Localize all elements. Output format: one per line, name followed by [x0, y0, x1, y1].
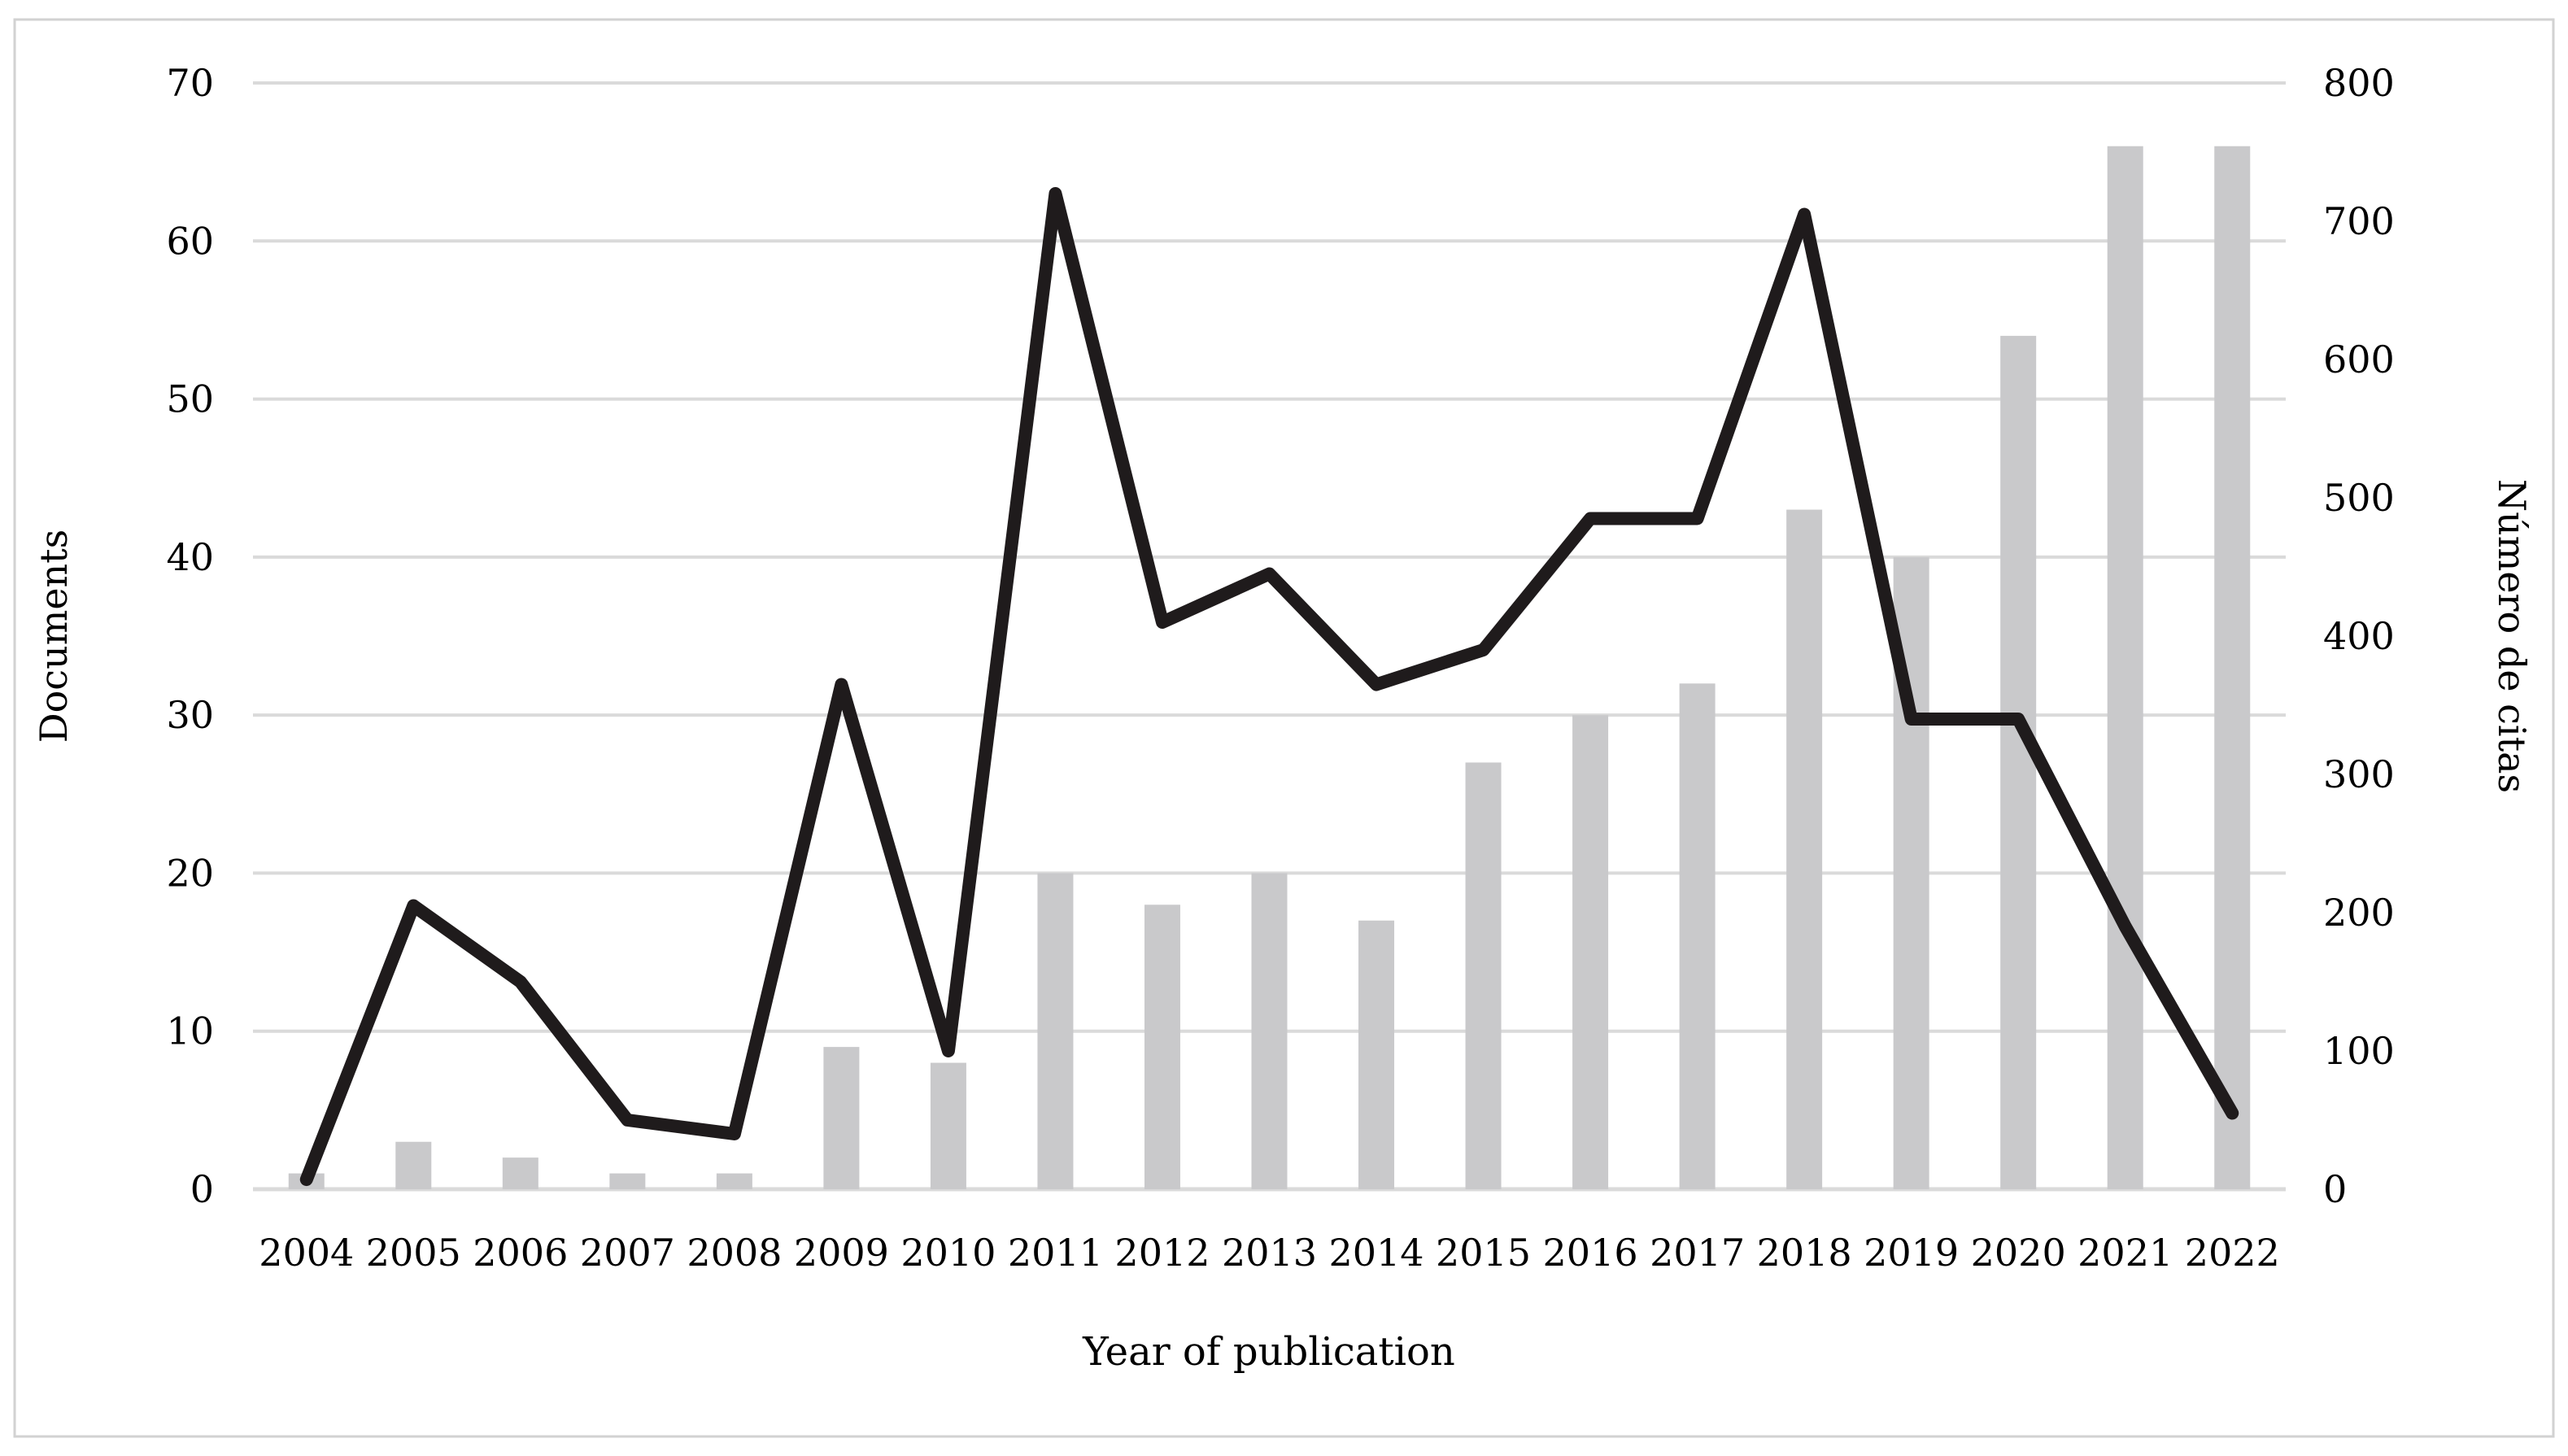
- left-axis-tick-label: 20: [166, 851, 214, 895]
- left-axis-tick-label: 40: [166, 535, 214, 579]
- left-axis-tick-label: 70: [166, 61, 214, 105]
- citations-line: [299, 187, 2239, 1187]
- documents-bar: [1465, 762, 1502, 1189]
- left-axis-tick-label: 50: [166, 377, 214, 421]
- right-axis-tick-label: 0: [2323, 1167, 2347, 1211]
- year-label: 2014: [1328, 1231, 1424, 1275]
- year-label: 2011: [1008, 1231, 1103, 1275]
- documents-bar: [930, 1062, 966, 1189]
- gridlines-layer: [253, 81, 2286, 1192]
- x-axis-title: Year of publication: [1082, 1329, 1455, 1375]
- year-label: 2012: [1114, 1231, 1210, 1275]
- documents-bar: [1251, 873, 1288, 1189]
- right-axis-tick-label: 500: [2323, 476, 2395, 520]
- documents-bar: [1572, 715, 1609, 1189]
- documents-bar: [1358, 920, 1395, 1189]
- year-label: 2005: [366, 1231, 461, 1275]
- year-label: 2020: [1971, 1231, 2066, 1275]
- year-label: 2013: [1222, 1231, 1317, 1275]
- documents-bar: [1144, 905, 1180, 1189]
- year-label: 2021: [2078, 1231, 2173, 1275]
- right-axis-title: Número de citas: [2490, 479, 2534, 793]
- bars-layer: [288, 146, 2251, 1190]
- documents-bar: [1679, 683, 1716, 1189]
- documents-bar: [2000, 335, 2037, 1189]
- documents-bar: [2214, 146, 2251, 1190]
- year-label: 2004: [259, 1231, 354, 1275]
- year-label: 2022: [2185, 1231, 2280, 1275]
- year-label: 2007: [580, 1231, 675, 1275]
- right-axis-tick-labels: 0 100 200 300 400 500 600 700 800: [2323, 61, 2395, 1211]
- documents-bar: [1037, 873, 1074, 1189]
- documents-bar: [716, 1173, 752, 1189]
- documents-bar: [823, 1047, 860, 1189]
- right-axis-tick-label: 600: [2323, 338, 2395, 381]
- left-axis-title: Documents: [32, 530, 76, 743]
- year-label: 2009: [794, 1231, 889, 1275]
- documents-bar: [395, 1141, 432, 1189]
- right-axis-tick-label: 800: [2323, 61, 2395, 105]
- documents-bar: [2107, 146, 2143, 1190]
- year-label: 2017: [1650, 1231, 1745, 1275]
- right-axis-tick-label: 100: [2323, 1029, 2395, 1073]
- year-label: 2015: [1436, 1231, 1531, 1275]
- year-label: 2018: [1757, 1231, 1852, 1275]
- citation-line-layer: [299, 187, 2239, 1187]
- figure-border: [13, 18, 2555, 1438]
- right-axis-tick-label: 700: [2323, 199, 2395, 243]
- year-label: 2008: [687, 1231, 782, 1275]
- documents-bar: [609, 1173, 646, 1189]
- left-axis-tick-label: 30: [166, 693, 214, 737]
- year-label: 2016: [1543, 1231, 1638, 1275]
- left-axis-tick-label: 10: [166, 1009, 214, 1053]
- year-label: 2010: [900, 1231, 996, 1275]
- left-axis-tick-label: 0: [190, 1167, 214, 1211]
- x-axis-year-labels: 2004 2005 2006 2007 2008 2009 2010 2011 2012 2013…: [259, 1231, 2280, 1275]
- left-axis-tick-label: 60: [166, 219, 214, 263]
- right-axis-tick-label: 300: [2323, 752, 2395, 796]
- year-label: 2006: [473, 1231, 568, 1275]
- year-label: 2019: [1864, 1231, 1959, 1275]
- left-axis-tick-labels: 0 10 20 30 40 50 60 70: [166, 61, 214, 1211]
- documents-bar: [502, 1157, 538, 1189]
- documents-bar: [1786, 509, 1823, 1189]
- right-axis-tick-label: 200: [2323, 891, 2395, 935]
- right-axis-tick-label: 400: [2323, 614, 2395, 658]
